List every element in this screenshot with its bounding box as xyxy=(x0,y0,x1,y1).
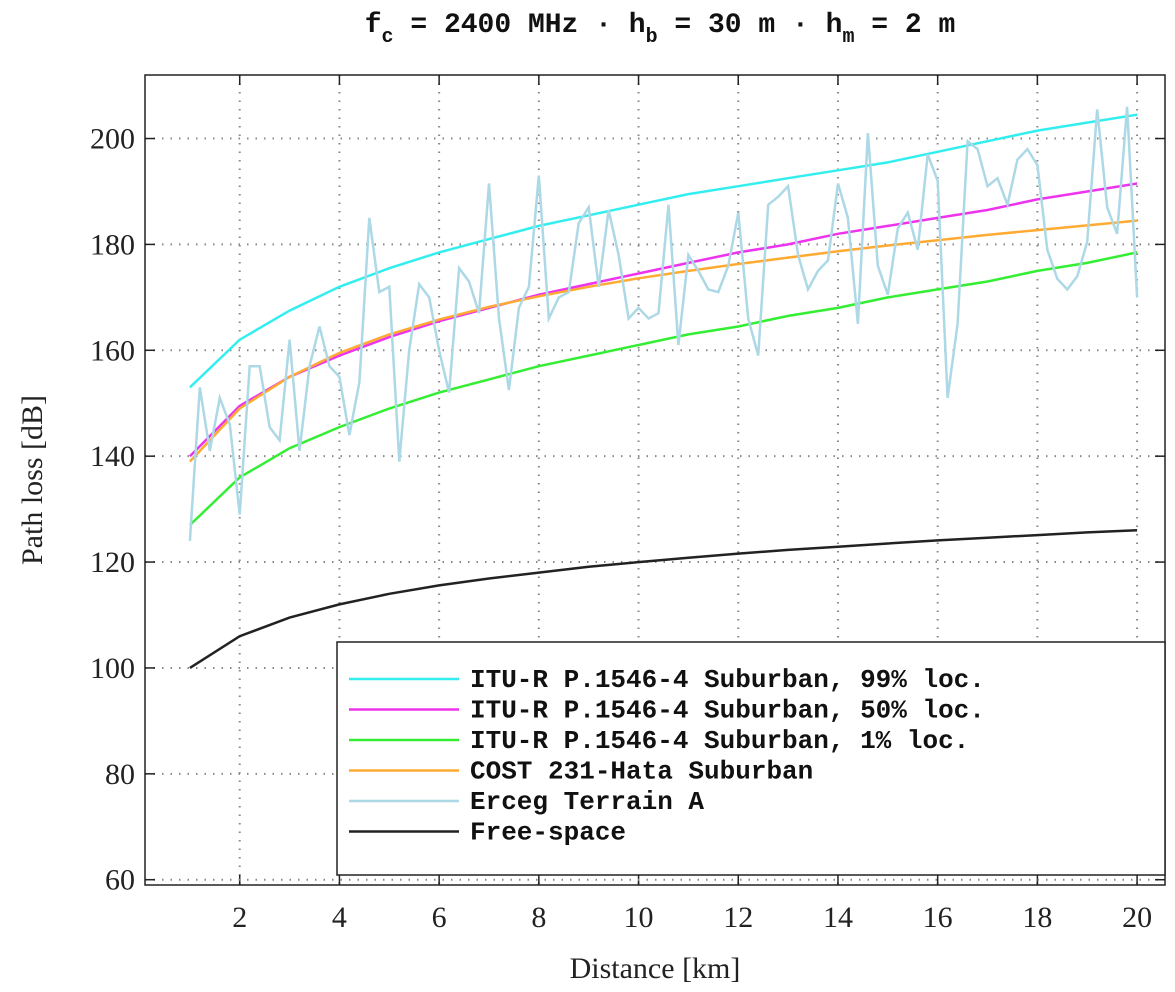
chart-title: fc = 2400 MHz · hb = 30 m · hm = 2 m xyxy=(365,10,956,49)
x-tick-label: 2 xyxy=(232,901,247,934)
y-tick-label: 100 xyxy=(90,652,135,685)
legend-label: ITU-R P.1546-4 Suburban, 1% loc. xyxy=(470,726,969,756)
y-tick-label: 80 xyxy=(105,758,135,791)
series-line xyxy=(189,529,1138,669)
series-line xyxy=(189,251,1138,526)
y-tick-label: 200 xyxy=(90,123,135,156)
x-tick-label: 14 xyxy=(823,901,853,934)
x-tick-label: 4 xyxy=(332,901,347,934)
legend-label: ITU-R P.1546-4 Suburban, 50% loc. xyxy=(470,696,985,726)
y-tick-label: 120 xyxy=(90,546,135,579)
x-tick-label: 18 xyxy=(1022,901,1052,934)
y-axis-label: Path loss [dB] xyxy=(16,395,49,565)
legend-label: ITU-R P.1546-4 Suburban, 99% loc. xyxy=(470,665,985,695)
x-tick-label: 20 xyxy=(1122,901,1152,934)
x-tick-label: 8 xyxy=(531,901,546,934)
x-axis-label: Distance [km] xyxy=(570,952,741,985)
legend-label: Free-space xyxy=(470,818,626,848)
series-line xyxy=(188,106,1139,541)
series-line xyxy=(188,219,1138,463)
x-tick-label: 12 xyxy=(723,901,753,934)
legend-box xyxy=(336,641,1166,876)
y-tick-label: 60 xyxy=(105,864,135,897)
y-tick-label: 180 xyxy=(90,228,135,261)
legend-label: COST 231-Hata Suburban xyxy=(470,757,813,787)
legend-label: Erceg Terrain A xyxy=(470,787,704,817)
series-line xyxy=(189,182,1138,458)
series-line xyxy=(189,113,1138,389)
x-tick-label: 16 xyxy=(923,901,953,934)
x-tick-label: 10 xyxy=(624,901,654,934)
x-tick-label: 6 xyxy=(432,901,447,934)
plot-frame xyxy=(144,74,1166,886)
y-tick-label: 140 xyxy=(90,440,135,473)
y-tick-label: 160 xyxy=(90,334,135,367)
